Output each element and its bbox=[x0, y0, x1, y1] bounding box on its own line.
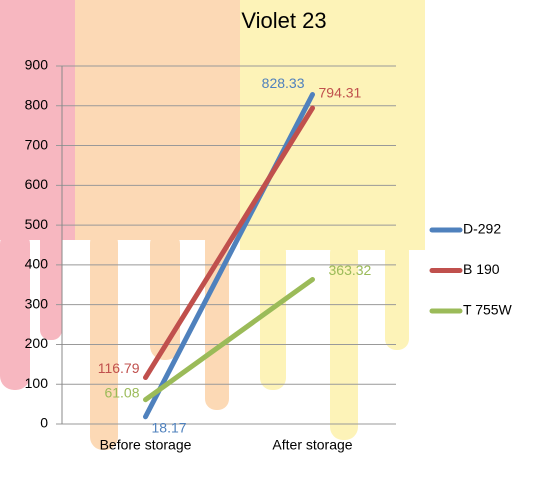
data-label: 61.08 bbox=[104, 384, 139, 400]
y-tick-label: 100 bbox=[25, 375, 49, 391]
chart: Violet 23 0 100 200 300 400 500 600 700 800 900 Be… bbox=[0, 0, 560, 488]
data-label: 794.31 bbox=[319, 85, 362, 101]
y-tick-label: 0 bbox=[40, 415, 48, 431]
data-label: 828.33 bbox=[262, 75, 305, 91]
y-tick-label: 200 bbox=[25, 335, 49, 351]
chart-title: Violet 23 bbox=[241, 8, 326, 33]
data-label: 363.32 bbox=[329, 262, 372, 278]
x-tick-label: Before storage bbox=[100, 437, 192, 453]
data-label: 18.17 bbox=[152, 419, 187, 435]
y-tick-label: 300 bbox=[25, 295, 49, 311]
legend-label: T 755W bbox=[463, 302, 513, 318]
y-tick-label: 700 bbox=[25, 136, 49, 152]
legend-label: D-292 bbox=[463, 221, 501, 237]
x-tick-label: After storage bbox=[272, 437, 352, 453]
y-tick-label: 400 bbox=[25, 256, 49, 272]
data-label: 116.79 bbox=[98, 360, 140, 376]
y-tick-label: 500 bbox=[25, 216, 49, 232]
legend-label: B 190 bbox=[463, 261, 500, 277]
y-tick-label: 600 bbox=[25, 176, 49, 192]
y-tick-label: 900 bbox=[25, 57, 49, 73]
y-tick-label: 800 bbox=[25, 96, 49, 112]
